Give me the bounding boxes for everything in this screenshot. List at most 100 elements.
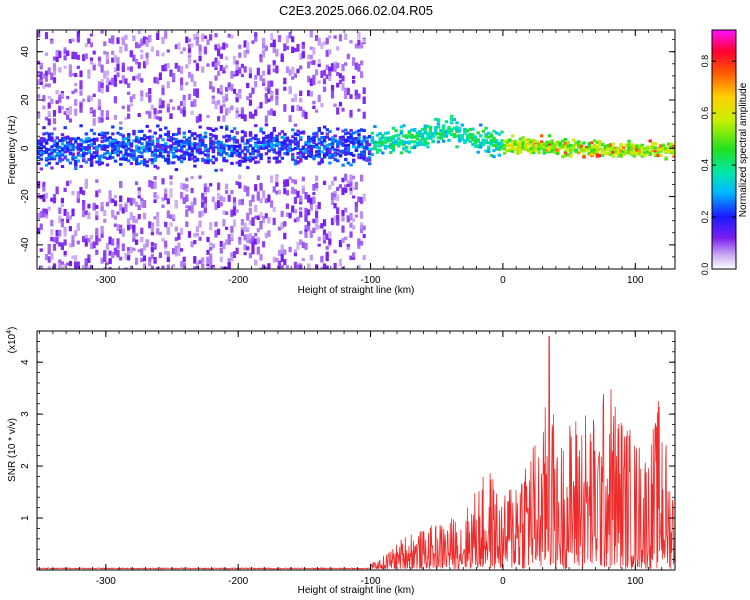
heatmap-cell bbox=[330, 192, 335, 201]
heatmap-cell bbox=[285, 136, 290, 140]
heatmap-cell bbox=[487, 145, 491, 149]
heatmap-cell bbox=[330, 67, 335, 72]
heatmap-cell bbox=[66, 109, 70, 114]
heatmap-cell bbox=[219, 202, 223, 207]
heatmap-cell bbox=[471, 142, 475, 146]
heatmap-cell bbox=[346, 180, 350, 184]
heatmap-cell bbox=[246, 42, 250, 50]
heatmap-cell bbox=[214, 202, 218, 210]
heatmap-cell bbox=[587, 151, 591, 155]
heatmap-cell bbox=[489, 133, 494, 137]
heatmap-cell bbox=[248, 144, 253, 148]
heatmap-cell bbox=[600, 143, 605, 147]
heatmap-cell bbox=[309, 197, 313, 205]
heatmap-cell bbox=[545, 140, 549, 144]
heatmap-cell bbox=[111, 77, 115, 86]
heatmap-cell bbox=[394, 129, 398, 133]
heatmap-cell bbox=[39, 248, 43, 252]
heatmap-cell bbox=[547, 142, 552, 146]
heatmap-cell bbox=[63, 229, 67, 237]
heatmap-cell bbox=[299, 136, 303, 140]
heatmap-cell bbox=[111, 151, 115, 154]
heatmap-cell bbox=[267, 135, 271, 139]
heatmap-cell bbox=[103, 218, 107, 223]
heatmap-cell bbox=[187, 141, 192, 145]
heatmap-cell bbox=[66, 149, 70, 153]
heatmap-cell bbox=[100, 136, 104, 140]
heatmap-cell bbox=[63, 111, 67, 115]
heatmap-cell bbox=[111, 141, 115, 145]
heatmap-cell bbox=[291, 187, 295, 195]
heatmap-cell bbox=[145, 160, 149, 164]
heatmap-cell bbox=[577, 151, 581, 155]
heatmap-cell bbox=[251, 152, 255, 156]
heatmap-cell bbox=[497, 132, 501, 136]
x-tick-label: -200 bbox=[228, 275, 248, 286]
heatmap-cell bbox=[582, 146, 586, 150]
heatmap-cell bbox=[465, 135, 470, 139]
heatmap-cell bbox=[246, 234, 250, 239]
heatmap-cell bbox=[238, 162, 242, 166]
heatmap-cell bbox=[322, 234, 327, 241]
heatmap-cell bbox=[58, 145, 62, 149]
heatmap-cell bbox=[135, 159, 139, 163]
heatmap-cell bbox=[129, 246, 133, 254]
heatmap-cell bbox=[209, 242, 213, 246]
heatmap-cell bbox=[68, 243, 72, 248]
heatmap-cell bbox=[405, 136, 409, 139]
heatmap-cell bbox=[275, 257, 279, 262]
heatmap-cell bbox=[264, 87, 268, 92]
heatmap-cell bbox=[140, 257, 144, 263]
heatmap-cell bbox=[608, 145, 613, 149]
heatmap-cell bbox=[230, 129, 234, 133]
heatmap-cell bbox=[360, 240, 364, 246]
heatmap-cell bbox=[471, 134, 475, 138]
heatmap-cell bbox=[84, 43, 88, 48]
heatmap-cell bbox=[569, 154, 573, 158]
heatmap-cell bbox=[42, 132, 46, 136]
heatmap-cell bbox=[193, 99, 197, 107]
heatmap-cell bbox=[180, 147, 184, 151]
heatmap-cell bbox=[267, 87, 271, 94]
heatmap-cell bbox=[100, 30, 104, 34]
heatmap-cell bbox=[142, 200, 147, 208]
heatmap-cell bbox=[71, 38, 75, 42]
heatmap-cell bbox=[275, 136, 279, 140]
heatmap-cell bbox=[82, 209, 86, 218]
heatmap-cell bbox=[60, 204, 64, 208]
heatmap-cell bbox=[214, 158, 218, 162]
heatmap-cell bbox=[235, 145, 239, 148]
heatmap-cell bbox=[389, 144, 393, 148]
heatmap-cell bbox=[315, 150, 319, 154]
heatmap-cell bbox=[553, 146, 557, 150]
heatmap-cell bbox=[518, 150, 523, 154]
heatmap-cell bbox=[521, 144, 525, 148]
heatmap-frame bbox=[36, 29, 676, 270]
heatmap-cell bbox=[153, 148, 157, 152]
heatmap-cell bbox=[590, 149, 594, 153]
heatmap-cell bbox=[172, 141, 176, 145]
heatmap-cell bbox=[492, 155, 496, 159]
heatmap-cell bbox=[312, 196, 316, 204]
heatmap-cell bbox=[103, 131, 107, 135]
heatmap-cell bbox=[71, 157, 75, 161]
heatmap-cell bbox=[645, 146, 650, 150]
heatmap-cell bbox=[150, 139, 155, 143]
heatmap-cell bbox=[455, 121, 459, 125]
heatmap-cell bbox=[187, 152, 192, 156]
heatmap-cell bbox=[471, 133, 475, 137]
heatmap-cell bbox=[304, 156, 308, 159]
heatmap-cell bbox=[259, 129, 263, 133]
heatmap-cell bbox=[661, 144, 666, 148]
heatmap-cell bbox=[166, 264, 170, 269]
heatmap-cell bbox=[444, 120, 449, 124]
heatmap-cell bbox=[124, 142, 128, 146]
heatmap-cell bbox=[434, 131, 438, 135]
heatmap-cell bbox=[669, 147, 674, 151]
heatmap-cell bbox=[63, 150, 67, 154]
heatmap-cell bbox=[52, 140, 57, 143]
heatmap-cell bbox=[92, 151, 96, 155]
heatmap-cell bbox=[304, 225, 308, 233]
heatmap-cell bbox=[317, 141, 321, 145]
